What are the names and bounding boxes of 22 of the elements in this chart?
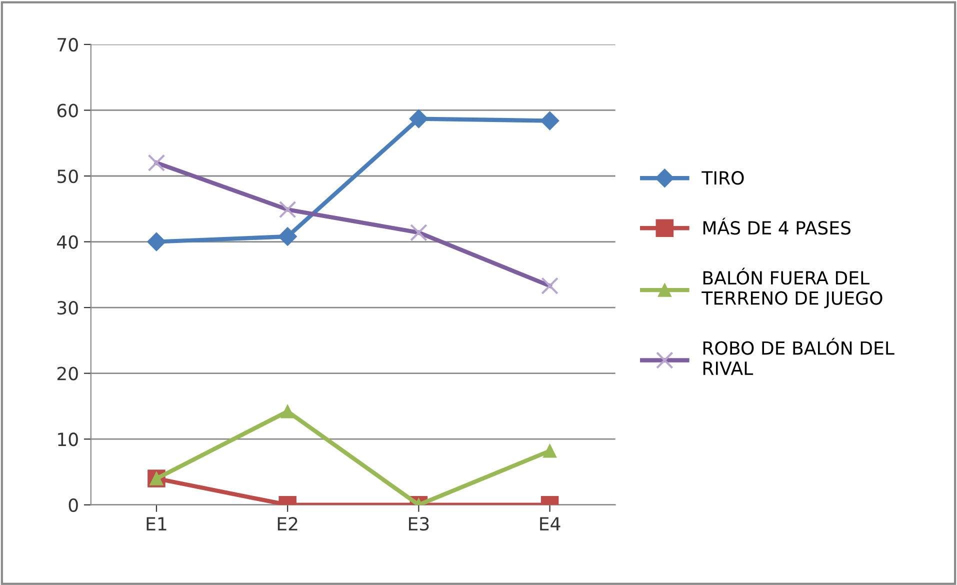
y-tick-label: 50 [58,169,78,184]
point [278,227,297,246]
point [542,444,557,458]
y-tick-label: 70 [58,38,78,52]
point [409,109,428,128]
x-tick-label: E1 [146,517,166,530]
y-tick-label: 10 [58,432,78,446]
y-tick-label: 20 [57,366,78,380]
y-tick-label: 0 [68,498,78,512]
y-tick-label: 40 [57,235,78,249]
legend-label: MÁS DE 4 PASES [703,218,850,235]
x-tick-label: E4 [540,517,560,530]
x-tick-label: E2 [278,516,298,530]
point [280,404,294,418]
legend-label: BALÓN FUERA DEL TERRENO DE JUEGO [702,268,882,308]
y-tick-label: 60 [57,104,78,118]
point [540,111,560,130]
legend-label: TIRO [702,171,744,185]
y-tick-label: 30 [58,301,78,315]
x-tick-label: E3 [409,516,429,531]
legend-label: ROBO DE BALÓN DEL RIVAL [703,338,894,375]
point [147,232,166,252]
